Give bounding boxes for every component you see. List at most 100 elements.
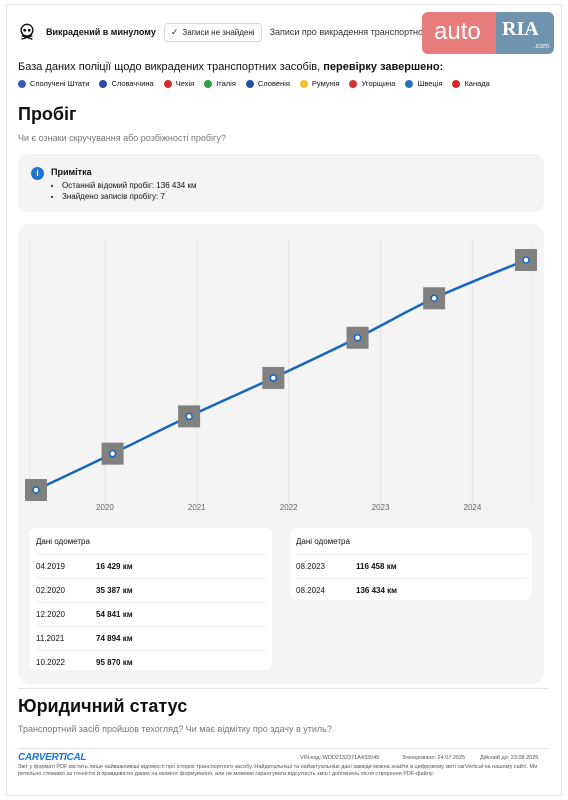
x-tick-label: 2023 bbox=[372, 503, 390, 512]
flag-icon bbox=[349, 79, 358, 88]
data-point-marker bbox=[353, 333, 362, 342]
odometer-table-left: Дані одометра 04.2019 16 429 км 02.2020 35 … bbox=[30, 528, 272, 670]
stolen-header: Викрадений в минулому ✓ Записи не знайде… bbox=[18, 20, 548, 44]
country-name: Сполучені Штати bbox=[30, 79, 90, 88]
auto-ria-logo: auto RIA .com bbox=[422, 12, 554, 54]
data-point bbox=[262, 366, 285, 389]
logo-ria-text: RIA bbox=[502, 18, 539, 40]
check-icon: ✓ bbox=[170, 26, 179, 37]
flag-icon bbox=[99, 79, 108, 88]
flag-icon bbox=[245, 79, 254, 88]
divider bbox=[18, 748, 548, 749]
flag-icon bbox=[163, 79, 172, 88]
flag-icon bbox=[405, 79, 414, 88]
table-row: 08.2024 136 434 км bbox=[296, 578, 526, 603]
country-item: Словенія bbox=[245, 79, 290, 88]
country-item: Сполучені Штати bbox=[18, 79, 89, 88]
database-status: перевірку завершено: bbox=[323, 61, 444, 73]
stolen-description: Записи про викрадення транспортного засо… bbox=[269, 27, 462, 37]
odometer-date: 12.2020 bbox=[36, 610, 65, 619]
country-item: Румунія bbox=[299, 79, 340, 88]
data-point-marker bbox=[269, 374, 278, 382]
note-item: Останній відомий пробіг: 136 434 км bbox=[62, 180, 196, 191]
vin-code: VIN-код: WDD2132371A433045 bbox=[300, 755, 380, 761]
country-name: Словенія bbox=[257, 79, 290, 88]
odometer-value: 35 387 км bbox=[96, 586, 133, 595]
x-tick-label: 2024 bbox=[464, 503, 482, 512]
odometer-date: 11.2021 bbox=[36, 634, 65, 643]
odometer-value: 16 429 км bbox=[96, 562, 133, 571]
data-point-marker bbox=[185, 412, 193, 421]
odometer-date: 02.2020 bbox=[36, 586, 65, 595]
legal-title: Юридичний статус bbox=[18, 696, 188, 716]
flag-icon bbox=[452, 79, 461, 88]
odometer-value: 136 434 км bbox=[356, 586, 398, 595]
status-badge: ✓ Записи не знайдені bbox=[163, 22, 262, 42]
country-item: Швеція bbox=[405, 79, 442, 88]
data-point bbox=[346, 326, 369, 349]
country-name: Італія bbox=[216, 79, 236, 88]
stolen-title: Викрадений в минулому bbox=[46, 27, 156, 37]
mileage-chart-panel: 2020 2021 2022 2023 2024 Дані одометра 04.20… bbox=[18, 224, 544, 684]
data-point-marker bbox=[522, 256, 530, 264]
footer-disclaimer: Звіт у форматі PDF містить лише найважли… bbox=[18, 764, 538, 777]
odometer-table-header: Дані одометра bbox=[36, 537, 90, 546]
note-list: Останній відомий пробіг: 136 434 км Знай… bbox=[51, 180, 196, 202]
country-item: Чехія bbox=[163, 79, 195, 88]
country-item: Італія bbox=[204, 79, 236, 88]
data-point bbox=[423, 287, 446, 310]
table-row: 08.2023 116 458 км bbox=[296, 554, 526, 579]
footer: CARVERTICAL VIN-код: WDD2132371A433045 З… bbox=[18, 752, 548, 777]
table-row: 02.2020 35 387 км bbox=[36, 578, 266, 603]
x-tick-label: 2022 bbox=[280, 503, 298, 512]
valid-until-date: Дійсний до: 23.08.2025 bbox=[480, 755, 539, 761]
country-list: Сполучені Штати Словаччина Чехія Італія Слов… bbox=[18, 79, 500, 88]
country-item: Словаччина bbox=[99, 79, 154, 88]
flag-icon bbox=[299, 79, 308, 88]
odometer-date: 08.2024 bbox=[296, 586, 325, 595]
mileage-subtitle: Чи є ознаки скручування або розбіжності … bbox=[18, 133, 226, 143]
data-point-marker bbox=[32, 486, 40, 494]
database-line: База даних поліції щодо викрадених транс… bbox=[18, 61, 443, 73]
data-point bbox=[515, 249, 537, 271]
table-row: 12.2020 54 841 км bbox=[36, 602, 266, 627]
skull-icon bbox=[20, 23, 34, 40]
info-icon: i bbox=[31, 167, 44, 180]
table-row: 10.2022 95 870 км bbox=[36, 650, 266, 675]
note-title: Примітка bbox=[51, 167, 92, 177]
odometer-table-header: Дані одометра bbox=[296, 537, 350, 546]
mileage-title: Пробіг bbox=[18, 104, 77, 124]
generated-date: Згенеровано: 24.07.2025 bbox=[402, 755, 466, 761]
database-prefix: База даних поліції щодо викрадених транс… bbox=[18, 61, 321, 73]
odometer-value: 54 841 км bbox=[96, 610, 133, 619]
note-box: i Примітка Останній відомий пробіг: 136 … bbox=[18, 154, 544, 212]
divider bbox=[18, 688, 548, 689]
odometer-value: 74 894 км bbox=[96, 634, 133, 643]
data-point-marker bbox=[108, 449, 117, 458]
odometer-date: 04.2019 bbox=[36, 562, 65, 571]
table-row: 04.2019 16 429 км bbox=[36, 554, 266, 579]
odometer-table-right: Дані одометра 08.2023 116 458 км 08.2024 13… bbox=[290, 528, 532, 600]
country-name: Канада bbox=[464, 79, 490, 88]
flag-icon bbox=[18, 79, 26, 88]
note-item: Знайдено записів пробігу: 7 bbox=[62, 191, 196, 202]
logo-ria: RIA .com bbox=[496, 12, 554, 54]
country-item: Канада bbox=[452, 79, 490, 88]
country-name: Чехія bbox=[175, 79, 195, 88]
country-name: Угорщина bbox=[361, 79, 396, 88]
logo-com-text: .com bbox=[533, 43, 549, 50]
country-name: Словаччина bbox=[111, 79, 154, 88]
data-point bbox=[101, 442, 124, 465]
mileage-chart: 2020 2021 2022 2023 2024 bbox=[25, 238, 537, 512]
x-tick-label: 2021 bbox=[188, 503, 206, 512]
odometer-date: 08.2023 bbox=[296, 562, 325, 571]
table-row: 11.2021 74 894 км bbox=[36, 626, 266, 651]
country-name: Румунія bbox=[311, 79, 340, 88]
odometer-value: 95 870 км bbox=[96, 658, 133, 667]
status-badge-label: Записи не знайдені bbox=[182, 27, 255, 37]
carvertical-logo: CARVERTICAL bbox=[18, 752, 87, 763]
legal-subtitle: Транспортний засіб пройшов техогляд? Чи … bbox=[18, 724, 332, 734]
odometer-value: 116 458 км bbox=[356, 562, 397, 571]
x-tick-label: 2020 bbox=[96, 503, 114, 512]
flag-icon bbox=[204, 79, 213, 88]
